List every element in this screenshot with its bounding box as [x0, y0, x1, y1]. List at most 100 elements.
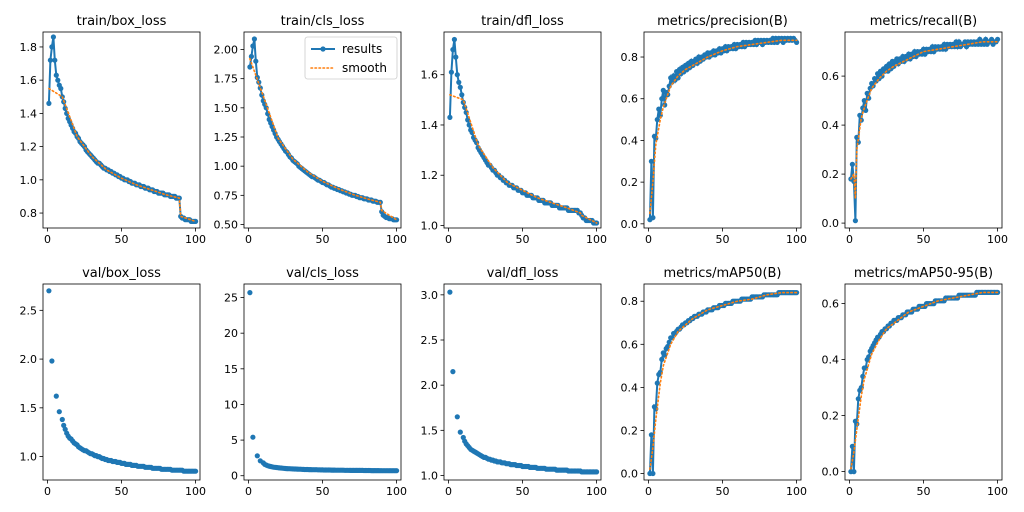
x-tick-label: 50	[716, 485, 730, 498]
results-point	[59, 416, 65, 423]
results-point	[454, 414, 460, 420]
axes-frame	[643, 31, 802, 229]
results-point	[648, 432, 655, 438]
results-point	[650, 215, 656, 221]
smooth-line	[649, 291, 798, 471]
smooth-line	[449, 94, 598, 224]
x-tick-label: 100	[786, 485, 807, 498]
results-point	[654, 380, 660, 386]
y-tick-label: 0.0	[822, 217, 840, 230]
x-tick-label: 0	[44, 233, 51, 246]
y-tick-label: 0.8	[621, 295, 639, 308]
results-point	[56, 409, 62, 415]
x-tick-label: 50	[917, 233, 931, 246]
x-tick-label: 100	[987, 233, 1008, 246]
y-tick-label: 0.75	[214, 189, 239, 202]
x-tick-label: 50	[316, 233, 330, 246]
y-tick-label: 0.6	[621, 93, 639, 106]
results-point	[49, 358, 55, 364]
y-tick-label: 20	[224, 327, 238, 340]
results-point	[251, 36, 257, 42]
y-tick-label: 1.8	[20, 41, 38, 54]
x-tick-label: 0	[245, 233, 252, 246]
y-tick-label: 1.00	[214, 160, 239, 173]
axes-frame	[42, 283, 201, 481]
y-tick-label: 0.4	[822, 354, 840, 367]
subplot-val-cls-loss: val/cls_loss 0 50 100 0 5 10 15 20 25	[224, 266, 407, 498]
results-point	[648, 158, 655, 164]
smooth-line	[850, 291, 999, 470]
subplot-train-box-loss: train/box_loss 0 50 100 0.8 1.0 1.2 1.4 1.6 1.8	[20, 14, 207, 246]
results-line	[849, 35, 999, 221]
legend-results-marker	[320, 46, 326, 52]
y-tick-label: 3.0	[421, 289, 439, 302]
x-tick-label: 0	[445, 485, 452, 498]
results-point	[453, 54, 459, 60]
results-point	[254, 453, 260, 459]
results-point	[447, 114, 453, 120]
plot-title: train/dfl_loss	[481, 14, 564, 29]
results-point	[247, 290, 253, 296]
results-point	[457, 429, 463, 435]
results-point	[250, 434, 256, 440]
y-tick-label: 2.5	[20, 304, 38, 317]
plot-title: train/box_loss	[77, 14, 167, 29]
x-tick-label: 0	[44, 485, 51, 498]
results-point	[665, 343, 671, 350]
results-point	[53, 72, 59, 78]
y-tick-label: 0.0	[822, 466, 840, 479]
y-tick-label: 1.0	[20, 174, 38, 187]
results-point	[457, 84, 463, 90]
legend-results-label: results	[342, 42, 382, 56]
x-tick-label: 50	[917, 485, 931, 498]
subplot-metrics-recall-b: metrics/recall(B) 0 50 100 0.0 0.2 0.4 0.6	[822, 14, 1009, 246]
y-tick-label: 0.4	[822, 119, 840, 132]
x-tick-label: 100	[586, 485, 607, 498]
plot-title: val/box_loss	[82, 266, 161, 281]
results-point	[52, 57, 58, 63]
subplot-metrics-precision-b: metrics/precision(B) 0 50 100 0.0 0.2 0.4 0.6 0.…	[621, 14, 808, 246]
results-point	[61, 422, 67, 428]
results-point	[466, 122, 472, 128]
results-point	[450, 47, 456, 53]
y-tick-label: 1.0	[421, 219, 439, 232]
subplot-val-box-loss: val/box_loss 0 50 100 1.0 1.5 2.0 2.5	[20, 266, 207, 498]
results-point	[447, 289, 453, 295]
y-tick-label: 5	[231, 434, 238, 447]
results-point	[50, 34, 57, 40]
y-tick-label: 0.2	[822, 410, 840, 423]
results-point	[46, 288, 52, 294]
axes-frame	[844, 283, 1003, 481]
plot-title: metrics/mAP50(B)	[663, 266, 781, 281]
results-point	[247, 64, 253, 70]
results-point	[448, 69, 454, 75]
results-point	[671, 73, 677, 79]
y-tick-label: 0.6	[822, 298, 840, 311]
x-tick-label: 0	[645, 485, 652, 498]
results-point	[193, 468, 199, 474]
y-tick-label: 0.0	[621, 468, 639, 481]
x-tick-label: 100	[586, 233, 607, 246]
axes-frame	[443, 283, 602, 481]
results-point	[861, 98, 867, 104]
results-point	[852, 218, 859, 224]
results-point	[864, 90, 870, 96]
results-point	[450, 369, 456, 375]
y-tick-label: 2.5	[421, 334, 439, 347]
x-tick-label: 50	[115, 233, 129, 246]
y-tick-label: 1.75	[214, 73, 239, 86]
y-tick-label: 2.00	[214, 44, 239, 57]
x-tick-label: 100	[386, 485, 407, 498]
results-point	[454, 72, 460, 78]
y-tick-label: 1.6	[421, 69, 439, 82]
results-point	[594, 469, 600, 475]
smooth-line	[249, 57, 398, 221]
x-tick-label: 100	[185, 485, 206, 498]
subplot-metrics-map50-b: metrics/mAP50(B) 0 50 100 0.0 0.2 0.4 0.6 0.8	[621, 266, 808, 498]
smooth-line	[850, 40, 999, 199]
y-tick-label: 0.8	[20, 207, 38, 220]
y-tick-label: 25	[224, 292, 238, 305]
x-tick-label: 50	[316, 485, 330, 498]
y-tick-label: 0.2	[822, 168, 840, 181]
